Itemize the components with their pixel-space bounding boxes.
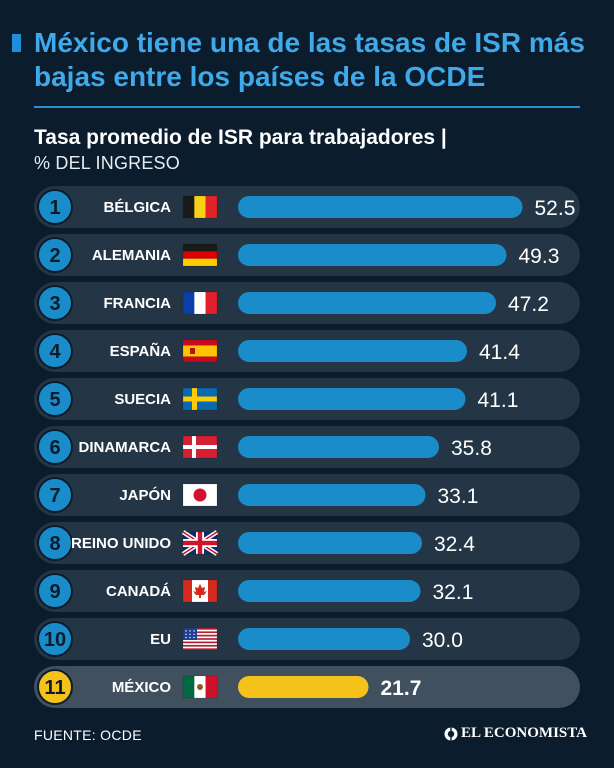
rank-label: 3 [49, 293, 60, 315]
rank-badge [37, 381, 73, 417]
rank-badge [37, 237, 73, 273]
canada-flag-icon [182, 579, 218, 603]
category-label: EU [150, 631, 171, 648]
germany-flag-icon [182, 243, 218, 267]
data-label: 33.1 [438, 485, 479, 508]
rank-label: 9 [49, 581, 60, 603]
chart-row: 6 DINAMARCA 35.8 [34, 426, 580, 468]
data-label: 41.1 [478, 389, 519, 412]
rank-label: 8 [49, 533, 60, 555]
brand-emblem-icon [444, 727, 458, 740]
chart-row: 3 FRANCIA 47.2 [34, 282, 580, 324]
category-label: BÉLGICA [104, 199, 172, 216]
sweden-flag-icon [182, 387, 218, 411]
rank-label: 5 [49, 389, 60, 411]
japan-flag-icon [182, 483, 218, 507]
france-flag-icon [182, 291, 218, 315]
data-label: 32.4 [434, 533, 475, 556]
category-label: ESPAÑA [110, 342, 172, 360]
chart-row: 10 EU 30.0 [34, 618, 580, 660]
rank-badge [37, 189, 73, 225]
data-label: 49.3 [519, 245, 560, 268]
data-label: 47.2 [508, 293, 549, 316]
category-label: REINO UNIDO [71, 535, 171, 552]
denmark-flag-icon [182, 435, 218, 459]
chart-row: 8 REINO UNIDO 32.4 [34, 522, 580, 564]
bar [238, 196, 523, 218]
category-label: FRANCIA [104, 295, 172, 312]
category-label: MÉXICO [112, 679, 172, 696]
chart-row: 7 JAPÓN 33.1 [34, 474, 580, 516]
title-divider [34, 106, 580, 108]
chart-row: 1 BÉLGICA 52.5 [34, 186, 580, 228]
bar [238, 292, 496, 314]
rank-badge [37, 621, 73, 657]
rank-badge [37, 333, 73, 369]
rank-label: 1 [49, 197, 60, 219]
rank-badge [37, 429, 73, 465]
belgium-flag-icon [182, 195, 218, 219]
data-label: 52.5 [535, 197, 576, 220]
chart-row: 5 SUECIA 41.1 [34, 378, 580, 420]
data-label: 30.0 [422, 629, 463, 652]
source-note: FUENTE: OCDE [34, 727, 142, 743]
bar [238, 388, 466, 410]
chart-row: 11 MÉXICO 21.7 [34, 666, 580, 708]
bar [238, 340, 467, 362]
spain-flag-icon [182, 339, 218, 363]
chart-row: 9 CANADÁ 32.1 [34, 570, 580, 612]
category-label: ALEMANIA [92, 247, 171, 264]
category-label: SUECIA [114, 391, 171, 408]
rank-label: 2 [49, 245, 60, 267]
brand-name: EL ECONOMISTA [461, 725, 587, 741]
bar [238, 532, 422, 554]
data-label: 32.1 [433, 581, 474, 604]
rank-label: 10 [44, 629, 66, 651]
bar [238, 436, 439, 458]
rank-badge [37, 669, 73, 705]
bar [238, 628, 410, 650]
bar [238, 580, 421, 602]
category-label: DINAMARCA [79, 439, 172, 456]
rank-label: 11 [44, 677, 65, 699]
rank-badge [37, 573, 73, 609]
chart-row: 4 ESPAÑA 41.4 [34, 330, 580, 372]
chart-subtitle: Tasa promedio de ISR para trabajadores | [34, 126, 447, 149]
chart-row: 2 ALEMANIA 49.3 [34, 234, 580, 276]
category-label: CANADÁ [106, 583, 171, 600]
uk-flag-icon [181, 530, 219, 556]
data-label: 35.8 [451, 437, 492, 460]
rank-badge [37, 285, 73, 321]
title-accent-mark [12, 34, 21, 52]
brand-logo: EL ECONOMISTA [444, 725, 587, 742]
unit-label: % DEL INGRESO [34, 153, 180, 173]
rank-badge [37, 477, 73, 513]
usa-flag-icon [182, 627, 218, 651]
data-label: 21.7 [381, 677, 422, 700]
page-title: México tiene una de las tasas de ISR más… [34, 27, 585, 92]
rank-label: 6 [49, 437, 60, 459]
category-label: JAPÓN [119, 486, 171, 504]
rank-label: 4 [49, 341, 61, 363]
rank-label: 7 [49, 485, 60, 507]
bar [238, 244, 507, 266]
bar [238, 484, 426, 506]
mexico-flag-icon [182, 675, 218, 699]
bar [238, 676, 369, 698]
data-label: 41.4 [479, 341, 520, 364]
rank-badge [37, 525, 73, 561]
